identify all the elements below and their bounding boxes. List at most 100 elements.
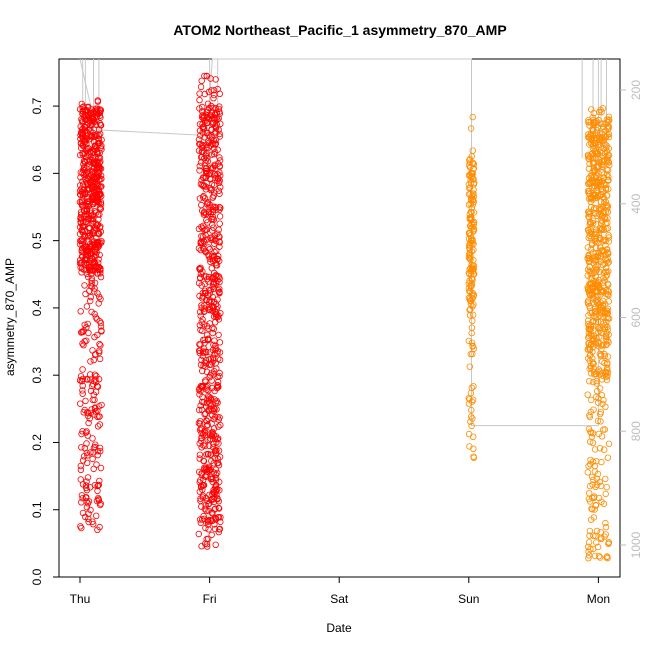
point-series1-cluster2 <box>212 110 219 117</box>
point-series2-cluster2 <box>591 506 598 513</box>
point-series2-cluster1 <box>470 181 478 188</box>
point-series2-cluster2 <box>587 545 594 553</box>
point-series1-cluster2 <box>203 418 210 425</box>
point-series2-cluster1 <box>468 279 475 287</box>
point-series1-cluster1 <box>82 252 90 259</box>
point-series2-cluster2 <box>587 370 595 377</box>
point-series2-cluster2 <box>586 209 593 217</box>
point-series2-cluster2 <box>605 113 613 120</box>
point-series2-cluster1 <box>466 312 474 319</box>
point-series1-cluster2 <box>205 88 213 96</box>
point-series2-cluster2 <box>601 260 608 268</box>
point-series2-cluster2 <box>601 533 608 540</box>
point-series2-cluster2 <box>603 341 610 348</box>
point-series2-cluster2 <box>586 229 593 236</box>
y2-tick-label: 200 <box>629 80 643 100</box>
point-series1-cluster2 <box>210 405 217 412</box>
point-series1-cluster2 <box>210 91 218 99</box>
point-series1-cluster1 <box>96 106 104 113</box>
point-series1-cluster1 <box>95 132 102 139</box>
point-series1-cluster2 <box>206 184 213 192</box>
point-series1-cluster1 <box>88 193 95 201</box>
point-series1-cluster1 <box>97 106 105 114</box>
point-series2-cluster1 <box>469 147 476 154</box>
point-series2-cluster2 <box>602 242 609 249</box>
point-series2-cluster2 <box>602 475 609 483</box>
point-series1-cluster2 <box>210 425 218 432</box>
point-series2-cluster2 <box>592 338 599 345</box>
point-series1-cluster1 <box>95 165 103 172</box>
point-series1-cluster2 <box>196 418 204 425</box>
x-axis-label: Date <box>326 621 352 635</box>
point-series1-cluster1 <box>97 273 105 281</box>
point-series1-cluster2 <box>202 363 209 370</box>
point-series2-cluster2 <box>590 269 598 276</box>
point-series1-cluster1 <box>89 518 96 525</box>
point-series1-cluster2 <box>212 399 220 406</box>
point-series1-cluster2 <box>207 451 214 458</box>
point-series2-cluster1 <box>465 337 472 345</box>
point-series2-cluster2 <box>588 175 595 182</box>
point-series1-cluster1 <box>82 429 90 436</box>
point-series2-cluster2 <box>585 462 592 470</box>
point-series2-cluster2 <box>596 141 603 148</box>
point-series1-cluster2 <box>203 236 211 243</box>
point-series1-cluster1 <box>89 381 97 388</box>
point-series1-cluster1 <box>82 494 90 501</box>
plot-frame <box>58 58 621 578</box>
point-series1-cluster2 <box>212 344 219 351</box>
point-series2-cluster2 <box>603 376 611 384</box>
point-series1-cluster2 <box>216 239 223 246</box>
y-axis-label: asymmetry_870_AMP <box>3 258 17 376</box>
point-series1-cluster2 <box>207 234 214 242</box>
point-series1-cluster2 <box>216 220 223 227</box>
point-series1-cluster1 <box>85 518 92 526</box>
point-series2-cluster2 <box>587 246 595 253</box>
point-series1-cluster1 <box>89 129 96 136</box>
point-series1-cluster2 <box>214 146 221 153</box>
point-series2-cluster2 <box>593 334 600 342</box>
chart-title: ATOM2 Northeast_Pacific_1 asymmetry_870_… <box>173 22 506 38</box>
y-tick-label: 0.6 <box>30 165 44 182</box>
point-series1-cluster2 <box>199 142 207 149</box>
point-series1-cluster2 <box>195 279 203 287</box>
point-series1-cluster1 <box>88 280 95 287</box>
point-series1-cluster1 <box>89 165 97 173</box>
point-series1-cluster2 <box>211 387 218 395</box>
point-series1-cluster1 <box>91 285 98 292</box>
point-series1-cluster1 <box>86 371 94 378</box>
point-series2-cluster2 <box>587 408 595 416</box>
point-series2-cluster2 <box>585 119 592 126</box>
point-series1-cluster2 <box>202 248 209 256</box>
point-series1-cluster2 <box>214 399 221 406</box>
point-series2-cluster2 <box>589 458 597 465</box>
point-series1-cluster2 <box>196 195 204 202</box>
point-series1-cluster1 <box>87 409 95 417</box>
point-series1-cluster2 <box>216 169 223 176</box>
point-series1-cluster2 <box>212 76 219 83</box>
point-series2-cluster1 <box>468 262 475 269</box>
point-series1-cluster2 <box>199 352 207 360</box>
point-series1-cluster1 <box>78 100 85 108</box>
point-series2-cluster2 <box>604 291 611 298</box>
point-series1-cluster1 <box>78 237 85 244</box>
point-series2-cluster1 <box>465 430 473 438</box>
point-series1-cluster1 <box>85 244 92 252</box>
point-series1-cluster2 <box>214 495 221 502</box>
point-series1-cluster2 <box>216 108 223 115</box>
point-series2-cluster2 <box>598 535 605 542</box>
point-series2-cluster2 <box>585 317 592 324</box>
point-series1-cluster2 <box>210 285 217 292</box>
point-series2-cluster1 <box>467 196 475 204</box>
point-series1-cluster2 <box>215 440 222 447</box>
y-tick-label: 0.4 <box>30 299 44 316</box>
point-series1-cluster2 <box>198 77 205 84</box>
point-series2-cluster2 <box>592 502 600 509</box>
point-series2-cluster2 <box>604 454 612 461</box>
point-series1-cluster2 <box>204 336 211 343</box>
point-series1-cluster2 <box>209 273 217 281</box>
point-series2-cluster1 <box>468 282 476 289</box>
point-series1-cluster1 <box>84 500 92 507</box>
point-series1-cluster1 <box>97 265 104 272</box>
point-series2-cluster2 <box>598 288 606 296</box>
